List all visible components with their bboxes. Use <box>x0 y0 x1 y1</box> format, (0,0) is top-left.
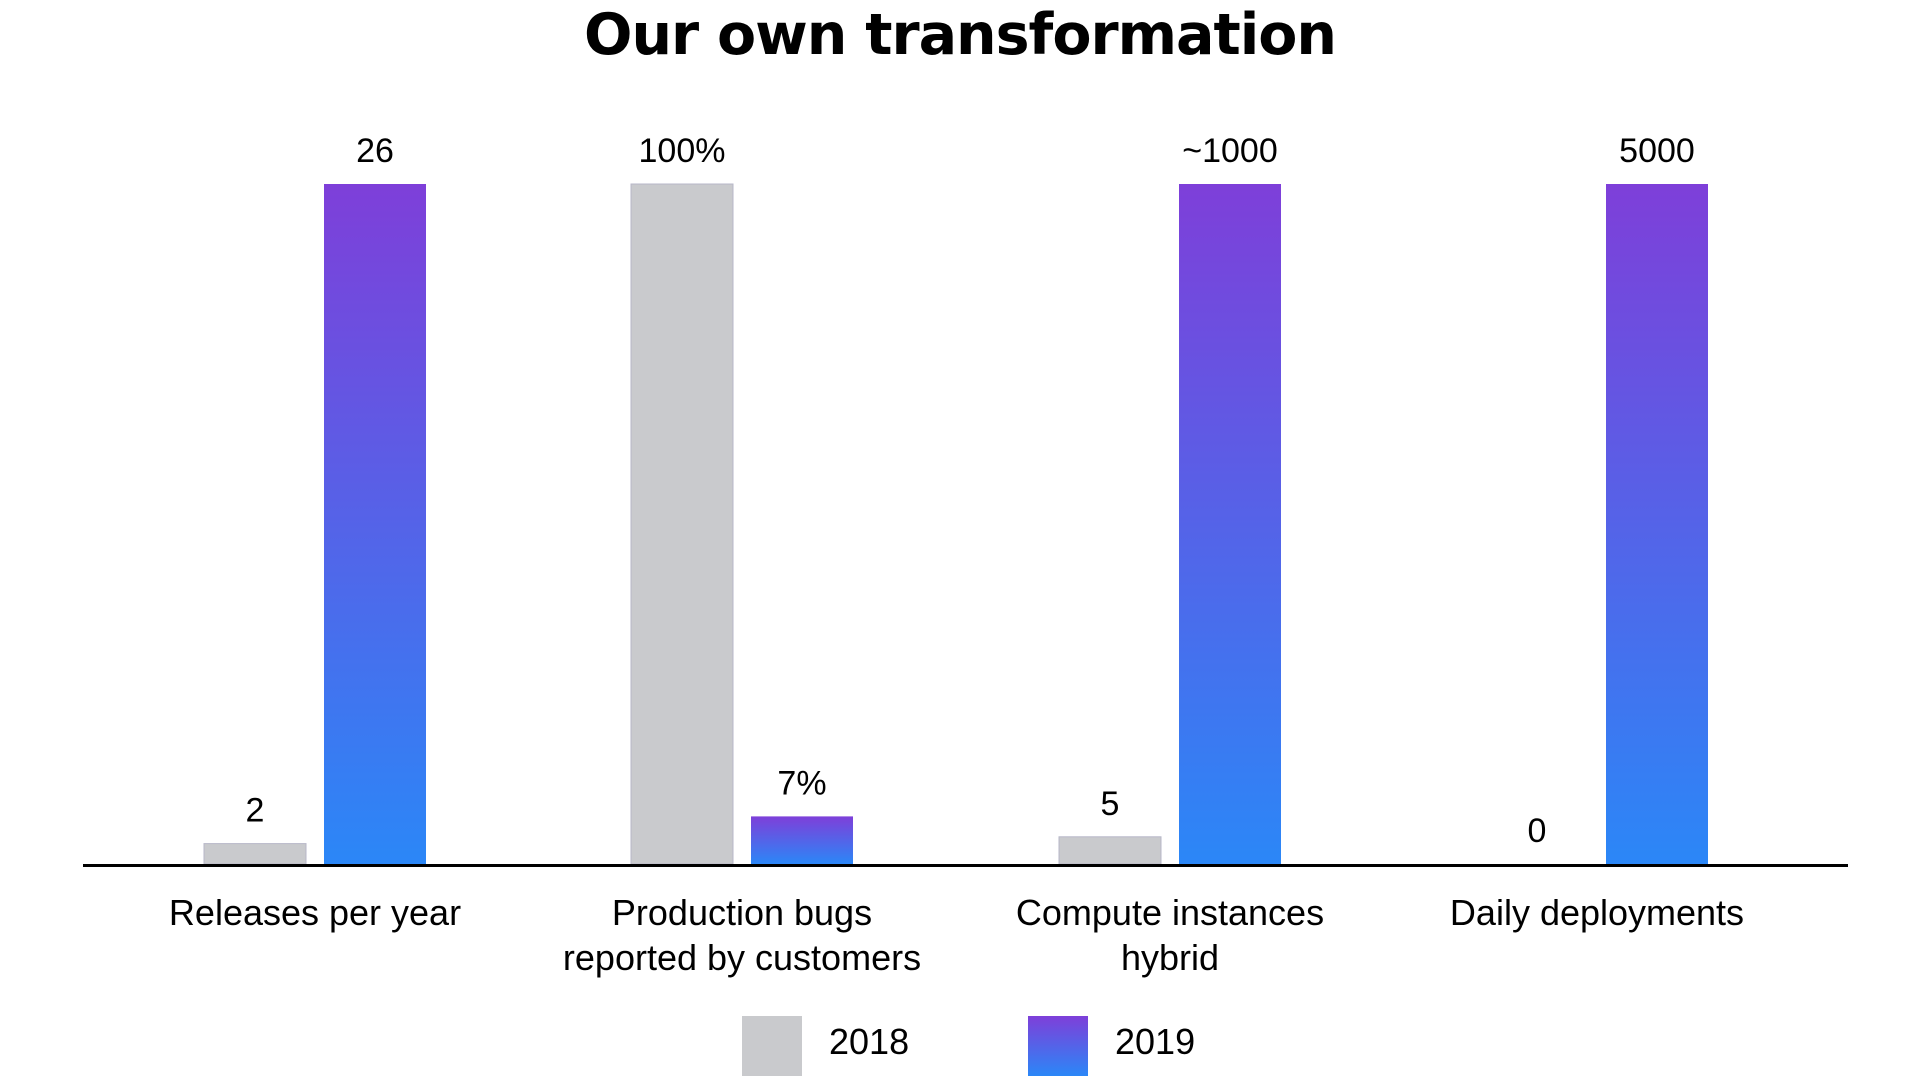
legend-label-2019: 2019 <box>1115 1021 1195 1062</box>
legend-label-2018: 2018 <box>829 1021 909 1062</box>
legend-swatch-2019 <box>1028 1016 1088 1076</box>
category-label-1-line-1: reported by customers <box>563 937 921 978</box>
value-label-2019-2: ~1000 <box>1182 132 1278 170</box>
bar-2018-1 <box>630 183 734 865</box>
category-label-3-line-0: Daily deployments <box>1450 892 1744 933</box>
bar-2018-2 <box>1058 836 1162 865</box>
category-label-2-line-1: hybrid <box>1121 937 1219 978</box>
bar-2018-0 <box>203 843 307 865</box>
value-label-2019-3: 5000 <box>1619 132 1695 170</box>
bar-2019-3 <box>1606 184 1708 864</box>
bar-2019-0 <box>324 184 426 864</box>
value-label-2019-1: 7% <box>777 764 826 802</box>
value-label-2018-2: 5 <box>1101 785 1120 823</box>
category-label-2-line-0: Compute instances <box>1016 892 1324 933</box>
value-label-2019-0: 26 <box>356 132 394 170</box>
category-label-0-line-0: Releases per year <box>169 892 461 933</box>
value-label-2018-1: 100% <box>639 132 726 170</box>
bar-2019-2 <box>1179 184 1281 864</box>
chart-title: Our own transformation <box>583 2 1337 68</box>
value-label-2018-0: 2 <box>246 792 265 830</box>
category-label-1-line-0: Production bugs <box>612 892 872 933</box>
value-label-2018-3: 0 <box>1528 812 1547 850</box>
bar-2019-1 <box>751 816 853 864</box>
legend-swatch-2018 <box>742 1016 802 1076</box>
